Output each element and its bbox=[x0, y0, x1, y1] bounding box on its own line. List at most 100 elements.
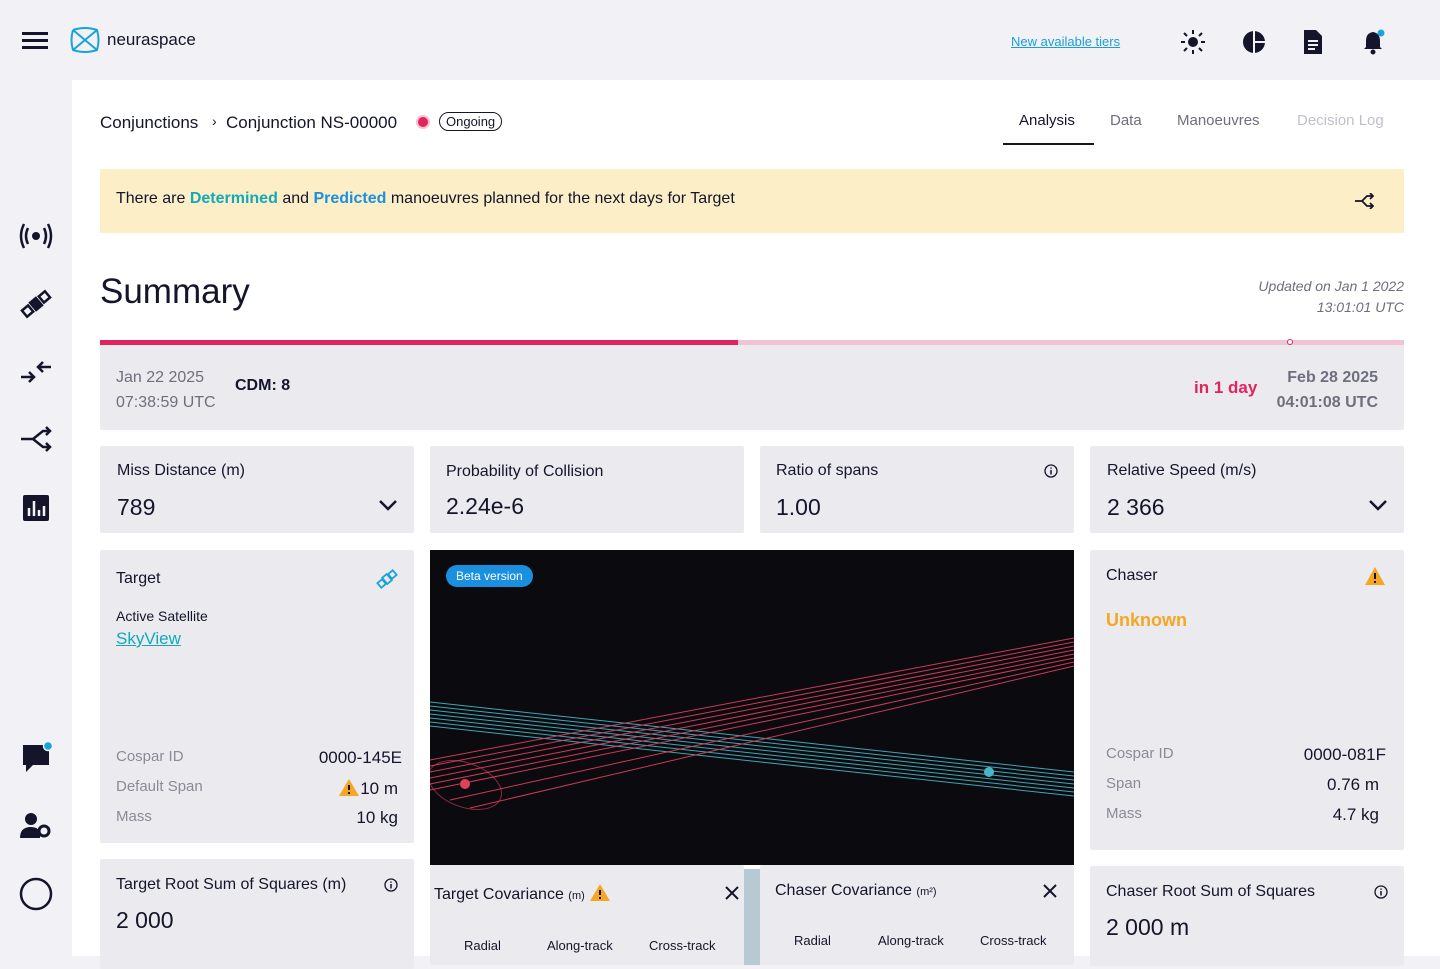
chaser-rss-card: Chaser Root Sum of Squares 2 000 m bbox=[1090, 866, 1404, 966]
cdm-count: CDM: 8 bbox=[235, 377, 291, 394]
metric-card: Relative Speed (m/s) 2 366 bbox=[1090, 446, 1404, 533]
info-icon[interactable] bbox=[1374, 885, 1388, 899]
start-date: Jan 22 2025 bbox=[116, 369, 205, 386]
sidebar bbox=[19, 223, 54, 911]
metric-label: Probability of Collision bbox=[446, 463, 604, 480]
timeline-marker bbox=[1287, 339, 1293, 345]
banner: There are Determined and Predicted manoe… bbox=[100, 169, 1404, 233]
rss-value: 2 000 m bbox=[1106, 914, 1190, 940]
share-icon[interactable] bbox=[1354, 193, 1374, 209]
field-label: Cospar ID bbox=[116, 748, 184, 765]
close-icon[interactable] bbox=[724, 885, 740, 901]
field-label: Mass bbox=[1106, 805, 1142, 822]
field-row: Span 0.76 m bbox=[1106, 775, 1379, 795]
warning-icon bbox=[339, 779, 360, 796]
cov-column: Radial bbox=[464, 938, 501, 953]
rss-label: Target Root Sum of Squares (m) bbox=[116, 876, 347, 893]
countdown: in 1 day bbox=[1194, 378, 1258, 397]
brand: neuraspace bbox=[107, 30, 196, 49]
info-icon[interactable] bbox=[384, 878, 398, 892]
nav-icon[interactable] bbox=[20, 289, 52, 319]
field-label: Span bbox=[1106, 775, 1142, 792]
cov-title: Chaser Covariance (m²) bbox=[775, 882, 937, 900]
field-value: 10 kg bbox=[356, 808, 398, 827]
banner-text: and bbox=[282, 190, 310, 207]
breadcrumb-item[interactable]: Conjunctions bbox=[100, 113, 199, 132]
logo bbox=[70, 27, 100, 53]
chaser-cov-card: Chaser Covariance (m²) Radial Along-trac… bbox=[760, 865, 1074, 965]
cov-unit: (m²) bbox=[916, 886, 937, 898]
field-value: 0000-081F bbox=[1303, 745, 1386, 764]
orbit-canvas bbox=[430, 637, 1074, 865]
field-row: Cospar ID 0000-081F bbox=[1106, 745, 1386, 765]
cov-title: Target Covariance (m) bbox=[434, 883, 611, 904]
field-row: Cospar ID 0000-145E bbox=[116, 748, 402, 768]
field-row: Default Span 10 m bbox=[116, 778, 398, 799]
cov-title-text: Target Covariance bbox=[434, 886, 564, 903]
field-value: 10 m bbox=[338, 778, 398, 799]
tab[interactable]: Data bbox=[1110, 112, 1142, 129]
nav-icon[interactable] bbox=[21, 426, 52, 452]
summary-title: Summary bbox=[100, 272, 250, 311]
expand-icon[interactable] bbox=[378, 498, 398, 512]
status-badge: Ongoing bbox=[439, 112, 503, 131]
tiers-link[interactable]: New available tiers bbox=[1011, 34, 1121, 49]
warning-icon bbox=[1365, 567, 1385, 585]
expand-icon[interactable] bbox=[1368, 498, 1388, 512]
rss-label: Chaser Root Sum of Squares bbox=[1106, 883, 1315, 900]
nav-icon[interactable] bbox=[19, 223, 53, 249]
field-value: 4.7 kg bbox=[1332, 805, 1379, 824]
banner-highlight[interactable]: Determined bbox=[189, 190, 278, 207]
breadcrumb-sep: › bbox=[212, 113, 217, 129]
divider bbox=[744, 865, 760, 965]
banner-text: There are bbox=[116, 190, 186, 207]
close-icon[interactable] bbox=[1042, 883, 1058, 899]
orbit-view: Beta version bbox=[430, 550, 1074, 865]
metric-card: Miss Distance (m) 789 bbox=[100, 446, 414, 533]
field-value: 0000-145E bbox=[318, 748, 402, 767]
tab[interactable]: Manoeuvres bbox=[1177, 112, 1260, 129]
nav-icon[interactable] bbox=[19, 877, 53, 911]
cov-column: Cross-track bbox=[980, 933, 1047, 948]
satellite-icon bbox=[376, 569, 398, 589]
timeline-track bbox=[100, 340, 1404, 345]
nav-icon[interactable] bbox=[21, 361, 51, 383]
metric-value: 789 bbox=[117, 494, 156, 520]
target-type: Active Satellite bbox=[116, 608, 208, 624]
nav-icon[interactable] bbox=[20, 813, 51, 838]
tab: Decision Log bbox=[1297, 112, 1384, 129]
field-label: Mass bbox=[116, 808, 152, 825]
breadcrumb-item: Conjunction NS-00000 bbox=[226, 113, 398, 132]
timeline-box: Jan 22 2025 07:38:59 UTC CDM: 8 in 1 day … bbox=[100, 345, 1404, 430]
metric-label: Ratio of spans bbox=[776, 462, 879, 479]
updated: Updated on Jan 1 2022 13:01:01 UTC bbox=[1258, 276, 1404, 318]
doc-icon[interactable] bbox=[1302, 29, 1324, 55]
card-title: Target bbox=[116, 570, 161, 587]
nav-icon[interactable] bbox=[23, 495, 49, 521]
nav-icon[interactable] bbox=[23, 740, 54, 773]
metric-value: 2 366 bbox=[1107, 494, 1165, 520]
target-rss-card: Target Root Sum of Squares (m) 2 000 bbox=[100, 859, 414, 969]
skyview-link[interactable]: SkyView bbox=[116, 629, 181, 648]
updated-line: Updated on Jan 1 2022 bbox=[1258, 278, 1404, 294]
beta-badge: Beta version bbox=[446, 565, 533, 587]
field-value-text: 10 m bbox=[360, 779, 398, 798]
banner-highlight[interactable]: Predicted bbox=[313, 190, 387, 207]
field-row: Mass 4.7 kg bbox=[1106, 805, 1379, 825]
chaser-card: Chaser Unknown Cospar ID 0000-081F Span 0.… bbox=[1090, 550, 1404, 850]
rss-value: 2 000 bbox=[116, 907, 174, 933]
tab[interactable]: Analysis bbox=[1019, 112, 1075, 129]
info-icon[interactable] bbox=[1044, 464, 1058, 478]
bell-icon[interactable] bbox=[1362, 29, 1386, 55]
field-label: Cospar ID bbox=[1106, 745, 1174, 762]
theme-icon[interactable] bbox=[1181, 30, 1205, 54]
target-card: Target Active Satellite SkyView Cospar I… bbox=[100, 550, 414, 843]
chart-icon[interactable] bbox=[1242, 30, 1266, 54]
cov-unit: (m) bbox=[568, 890, 585, 902]
banner-text: manoeuvres planned for the next days for… bbox=[390, 190, 735, 207]
timeline-progress bbox=[100, 340, 738, 345]
updated-line: 13:01:01 UTC bbox=[1316, 299, 1404, 315]
card-title: Chaser bbox=[1106, 567, 1158, 584]
cov-column: Along-track bbox=[878, 933, 944, 948]
menu-icon[interactable] bbox=[22, 30, 50, 50]
